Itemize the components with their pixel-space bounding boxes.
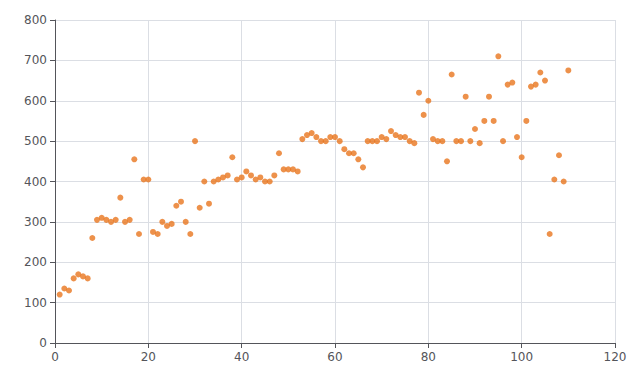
svg-text:100: 100 [24, 296, 47, 310]
svg-text:0: 0 [51, 350, 59, 364]
svg-text:0: 0 [39, 336, 47, 350]
svg-text:60: 60 [327, 350, 342, 364]
svg-text:300: 300 [24, 215, 47, 229]
svg-text:700: 700 [24, 53, 47, 67]
svg-text:400: 400 [24, 175, 47, 189]
svg-text:40: 40 [234, 350, 249, 364]
svg-text:100: 100 [510, 350, 533, 364]
svg-text:80: 80 [421, 350, 436, 364]
svg-text:500: 500 [24, 134, 47, 148]
svg-text:200: 200 [24, 255, 47, 269]
svg-text:120: 120 [604, 350, 627, 364]
svg-text:600: 600 [24, 94, 47, 108]
svg-text:800: 800 [24, 13, 47, 27]
svg-text:20: 20 [141, 350, 156, 364]
